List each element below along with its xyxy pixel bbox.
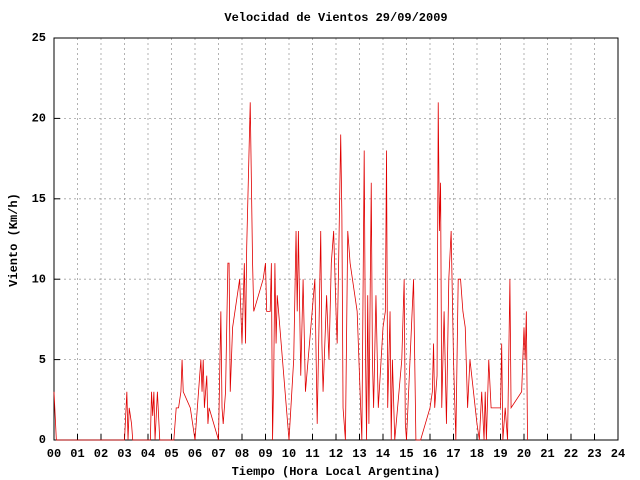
- y-tick-label: 15: [32, 192, 46, 206]
- x-tick-label: 04: [141, 447, 155, 461]
- x-tick-label: 10: [282, 447, 296, 461]
- y-tick-label: 5: [39, 353, 46, 367]
- x-tick-label: 14: [376, 447, 390, 461]
- x-tick-label: 23: [587, 447, 601, 461]
- chart-title: Velocidad de Vientos 29/09/2009: [224, 11, 447, 25]
- x-tick-label: 01: [70, 447, 84, 461]
- x-tick-label: 11: [305, 447, 319, 461]
- y-tick-label: 0: [39, 433, 46, 447]
- x-tick-label: 06: [188, 447, 202, 461]
- x-tick-label: 22: [564, 447, 578, 461]
- x-tick-label: 24: [611, 447, 625, 461]
- x-tick-label: 08: [235, 447, 249, 461]
- x-axis-title: Tiempo (Hora Local Argentina): [232, 465, 441, 479]
- x-tick-label: 16: [423, 447, 437, 461]
- data-line: [53, 102, 528, 441]
- x-tick-label: 00: [47, 447, 61, 461]
- x-tick-label: 13: [352, 447, 366, 461]
- y-tick-label: 10: [32, 272, 46, 286]
- x-tick-label: 21: [540, 447, 554, 461]
- x-tick-label: 15: [399, 447, 413, 461]
- x-tick-label: 03: [117, 447, 131, 461]
- x-tick-label: 05: [164, 447, 178, 461]
- x-tick-label: 09: [258, 447, 272, 461]
- x-tick-label: 12: [329, 447, 343, 461]
- x-tick-label: 07: [211, 447, 225, 461]
- x-tick-label: 20: [517, 447, 531, 461]
- x-tick-label: 18: [470, 447, 484, 461]
- plot-frame: [53, 37, 619, 441]
- y-tick-label: 25: [32, 31, 46, 45]
- x-tick-label: 17: [446, 447, 460, 461]
- y-axis-title: Viento (Km/h): [7, 193, 21, 287]
- y-tick-label: 20: [32, 112, 46, 126]
- x-tick-label: 19: [493, 447, 507, 461]
- x-tick-label: 02: [94, 447, 108, 461]
